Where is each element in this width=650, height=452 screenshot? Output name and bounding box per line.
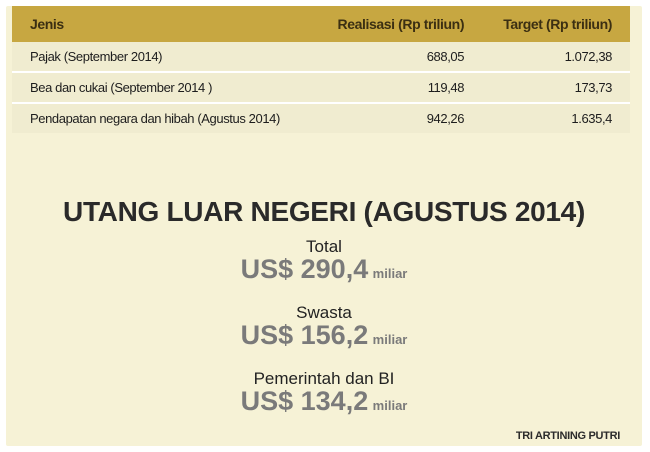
- table-row: Bea dan cukai (September 2014 ) 119,48 1…: [12, 71, 630, 103]
- author-credit: TRI ARTINING PUTRI: [515, 430, 620, 442]
- revenue-table: Jenis Realisasi (Rp triliun) Target (Rp …: [12, 6, 630, 133]
- debt-total-block: Total US$ 290,4 miliar: [6, 238, 642, 287]
- debt-section-title: UTANG LUAR NEGERI (AGUSTUS 2014): [63, 196, 585, 227]
- debt-private-block: Swasta US$ 156,2 miliar: [6, 304, 642, 353]
- debt-government-value-line: US$ 134,2 miliar: [6, 388, 642, 419]
- table-row: Pendapatan negara dan hibah (Agustus 201…: [12, 102, 630, 133]
- row-target: 1.635,4: [482, 102, 630, 133]
- table-header-row: Jenis Realisasi (Rp triliun) Target (Rp …: [12, 6, 630, 42]
- debt-private-unit: miliar: [372, 332, 408, 347]
- row-realisasi: 119,48: [314, 71, 483, 103]
- debt-government-label: Pemerintah dan BI: [253, 369, 395, 388]
- table-row: Pajak (September 2014) 688,05 1.072,38: [12, 42, 630, 72]
- debt-total-value: US$ 290,4: [240, 254, 369, 284]
- row-category: Pajak (September 2014): [30, 49, 163, 64]
- debt-government-unit: miliar: [372, 398, 408, 413]
- infographic-panel: Jenis Realisasi (Rp triliun) Target (Rp …: [6, 6, 642, 446]
- debt-government-block: Pemerintah dan BI US$ 134,2 miliar: [6, 370, 642, 419]
- debt-total-value-line: US$ 290,4 miliar: [6, 256, 642, 287]
- row-realisasi: 688,05: [426, 49, 465, 64]
- row-target: 1.072,38: [564, 49, 613, 64]
- column-header-target: Target (Rp triliun): [503, 16, 612, 32]
- row-category: Pendapatan negara dan hibah (Agustus 201…: [12, 102, 315, 133]
- row-realisasi: 942,26: [314, 102, 483, 133]
- column-header-jenis: Jenis: [30, 16, 64, 32]
- debt-government-value: US$ 134,2: [240, 386, 369, 416]
- column-header-realisasi: Realisasi (Rp triliun): [337, 16, 465, 32]
- row-target: 173,73: [482, 71, 630, 103]
- debt-total-label: Total: [306, 237, 342, 256]
- debt-private-label: Swasta: [296, 303, 352, 322]
- row-category: Bea dan cukai (September 2014 ): [12, 71, 315, 103]
- debt-total-unit: miliar: [372, 266, 408, 281]
- debt-private-value: US$ 156,2: [240, 320, 369, 350]
- debt-private-value-line: US$ 156,2 miliar: [6, 322, 642, 353]
